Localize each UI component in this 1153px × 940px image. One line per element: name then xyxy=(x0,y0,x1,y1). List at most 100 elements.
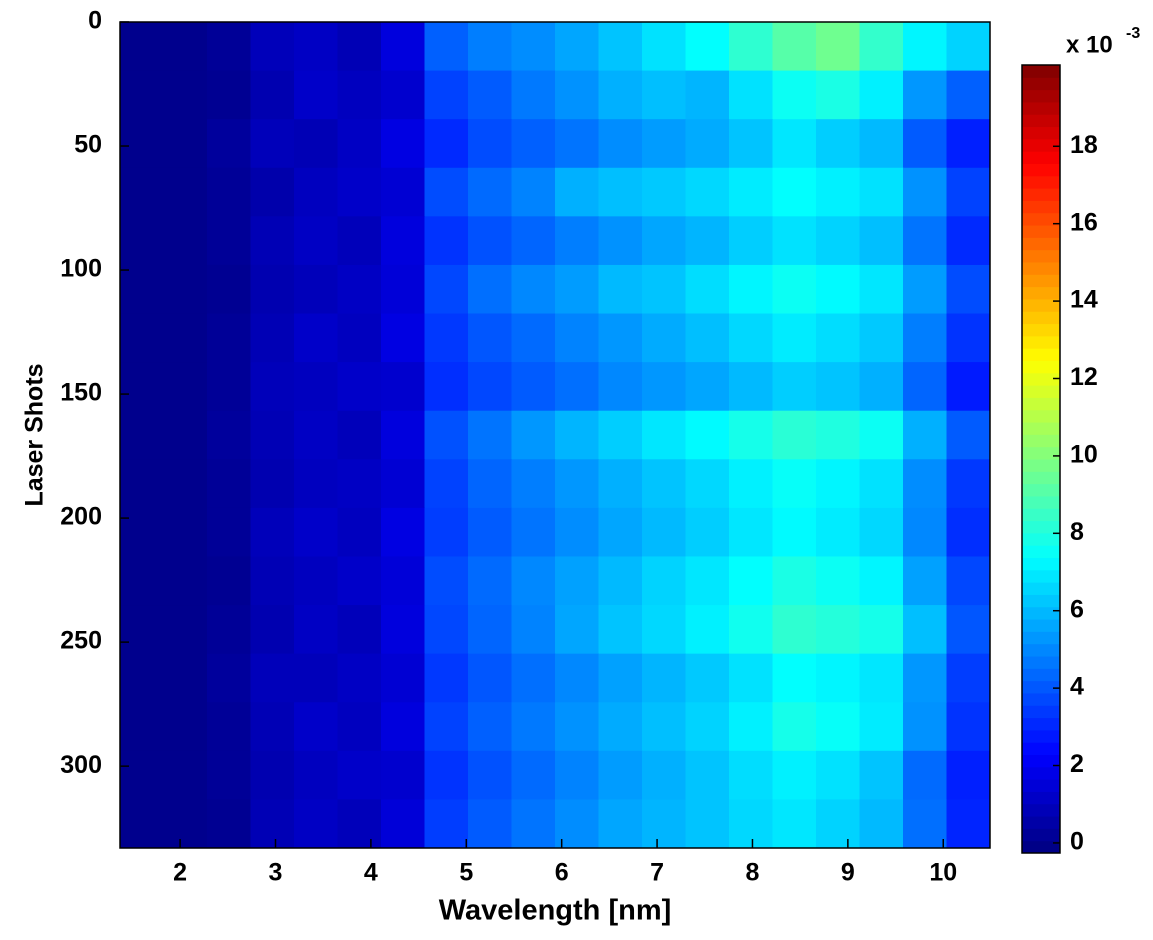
heatmap-cell xyxy=(642,362,686,412)
heatmap-cell xyxy=(946,410,991,460)
heatmap-cell xyxy=(729,313,773,363)
heatmap-cell xyxy=(424,410,469,460)
colorbar-tick-label: 18 xyxy=(1070,131,1098,159)
heatmap-cell xyxy=(729,653,773,703)
heatmap-cell xyxy=(163,410,208,460)
colorbar-swatch xyxy=(1022,101,1060,115)
heatmap-cell xyxy=(772,22,817,72)
heatmap-cell xyxy=(250,410,295,460)
heatmap-cell xyxy=(120,556,164,606)
colorbar-swatch xyxy=(1022,828,1060,842)
heatmap-cell xyxy=(816,459,860,509)
heatmap-cell xyxy=(207,362,251,412)
heatmap-cell xyxy=(163,216,208,266)
heatmap-cell xyxy=(642,605,686,655)
heatmap-cell xyxy=(685,362,730,412)
heatmap-cell xyxy=(729,750,773,800)
heatmap-cell xyxy=(424,605,469,655)
heatmap-cell xyxy=(685,653,730,703)
heatmap-cell xyxy=(903,459,947,509)
x-tick-label: 10 xyxy=(929,859,957,887)
y-tick-label: 50 xyxy=(74,131,102,159)
heatmap-cell xyxy=(816,410,860,460)
heatmap-cell xyxy=(946,22,991,72)
heatmap-cell xyxy=(598,167,643,217)
colorbar-swatch xyxy=(1022,77,1060,91)
colorbar-swatch xyxy=(1022,274,1060,288)
heatmap-cell xyxy=(555,313,599,363)
heatmap-cell xyxy=(120,167,164,217)
colorbar-swatch xyxy=(1022,631,1060,645)
heatmap-cell xyxy=(294,556,338,606)
heatmap-cell xyxy=(946,605,991,655)
heatmap-cell xyxy=(424,362,469,412)
heatmap-cell xyxy=(816,362,860,412)
colorbar-swatch xyxy=(1022,520,1060,534)
heatmap-cell xyxy=(946,167,991,217)
heatmap-cell xyxy=(163,22,208,72)
colorbar-swatch xyxy=(1022,619,1060,632)
heatmap-cell xyxy=(381,459,425,509)
y-tick-label: 100 xyxy=(60,255,102,283)
heatmap-cell xyxy=(816,70,860,120)
heatmap-cell xyxy=(381,216,425,266)
heatmap-cell xyxy=(207,750,251,800)
heatmap-cell xyxy=(468,507,512,557)
heatmap-cell xyxy=(555,264,599,315)
heatmap-cell xyxy=(729,507,773,557)
heatmap-cell xyxy=(511,702,556,752)
colorbar-tick-label: 4 xyxy=(1070,673,1084,701)
colorbar-swatch xyxy=(1022,483,1060,497)
heatmap-cell xyxy=(598,22,643,72)
heatmap-cell xyxy=(250,799,295,849)
colorbar-swatch xyxy=(1022,422,1060,435)
colorbar-tick-label: 16 xyxy=(1070,208,1098,236)
colorbar-swatch xyxy=(1022,397,1060,411)
heatmap-cell xyxy=(946,556,991,606)
heatmap-cell xyxy=(511,167,556,217)
colorbar-swatch xyxy=(1022,151,1060,164)
heatmap-cell xyxy=(816,119,860,169)
colorbar-swatch xyxy=(1022,311,1060,325)
heatmap-cell xyxy=(424,216,469,266)
heatmap-cell xyxy=(294,750,338,800)
colorbar-swatch xyxy=(1022,138,1060,152)
colorbar-swatch xyxy=(1022,372,1060,386)
heatmap-cell xyxy=(685,459,730,509)
colorbar-swatch xyxy=(1022,791,1060,805)
heatmap-cell xyxy=(424,702,469,752)
heatmap-cell xyxy=(642,750,686,800)
colorbar-swatch xyxy=(1022,163,1060,177)
heatmap-cell xyxy=(381,119,425,169)
heatmap-cell xyxy=(468,556,512,606)
heatmap-cell xyxy=(468,605,512,655)
plot-frame xyxy=(119,21,991,849)
colorbar-swatch xyxy=(1022,508,1060,522)
heatmap-cell xyxy=(294,653,338,703)
heatmap-cell xyxy=(555,702,599,752)
heatmap-cell xyxy=(946,507,991,557)
colorbar-swatch xyxy=(1022,446,1060,460)
heatmap-cell xyxy=(424,653,469,703)
y-tick-label: 250 xyxy=(60,627,102,655)
heatmap-cell xyxy=(555,22,599,72)
heatmap-cell xyxy=(120,313,164,363)
heatmap-cell xyxy=(511,22,556,72)
heatmap-cell xyxy=(642,799,686,849)
heatmap-cell xyxy=(642,313,686,363)
heatmap-cell xyxy=(729,410,773,460)
heatmap-cell xyxy=(294,216,338,266)
heatmap-cell xyxy=(207,264,251,315)
heatmap-cell xyxy=(729,459,773,509)
heatmap-cell xyxy=(424,167,469,217)
heatmap-cell xyxy=(642,119,686,169)
heatmap-cell xyxy=(207,702,251,752)
colorbar-swatch xyxy=(1022,188,1060,201)
heatmap-cell xyxy=(772,605,817,655)
heatmap-cell xyxy=(903,750,947,800)
heatmap-cell xyxy=(859,410,904,460)
colorbar-swatch xyxy=(1022,335,1060,349)
heatmap-cell xyxy=(337,313,382,363)
heatmap-cell xyxy=(555,216,599,266)
